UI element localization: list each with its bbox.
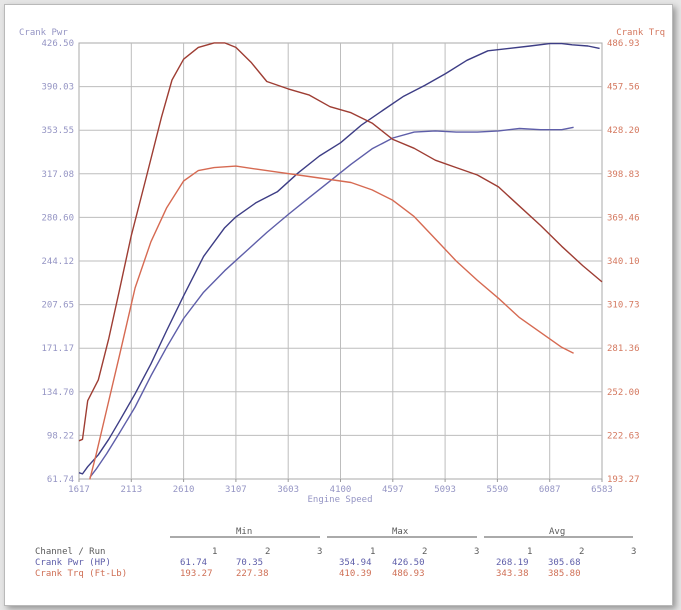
x-tick-label: 4597 (382, 485, 404, 495)
y-left-tick-label: 353.55 (41, 126, 74, 136)
stats-cell: 61.74 (180, 558, 208, 568)
y-left-tick-label: 280.60 (41, 213, 74, 223)
stats-cell: 343.38 (496, 569, 529, 579)
y-right-tick-label: 222.63 (607, 431, 640, 441)
stats-header-min: Min (236, 527, 253, 537)
stats-cell: 305.68 (548, 558, 581, 568)
x-tick-label: 6583 (591, 485, 613, 495)
y-right-tick-label: 252.00 (607, 388, 640, 398)
x-tick-label: 5590 (487, 485, 509, 495)
stats-cell: 486.93 (392, 569, 425, 579)
x-tick-label: 3603 (277, 485, 299, 495)
y-left-tick-label: 317.08 (41, 170, 74, 180)
y-right-tick-label: 398.83 (607, 170, 640, 180)
y-left-tick-label: 207.65 (41, 301, 74, 311)
pwr-run2-line (78, 42, 600, 475)
y-left-axis-title: Crank Pwr (19, 28, 68, 38)
x-tick-label: 2113 (120, 485, 142, 495)
stats-row-label-trq: Crank Trq (Ft-Lb) (35, 569, 128, 579)
stats-run-number: 1 (212, 547, 218, 557)
x-tick-label: 3107 (225, 485, 247, 495)
y-right-tick-label: 369.46 (607, 213, 640, 223)
x-tick-label: 6087 (539, 485, 561, 495)
trq-run2-line (78, 42, 603, 442)
stats-run-number: 1 (527, 547, 533, 557)
stats-run-number: 2 (265, 547, 271, 557)
stats-cell: 426.50 (392, 558, 425, 568)
stats-cell: 354.94 (339, 558, 372, 568)
x-tick-label: 1617 (68, 485, 90, 495)
stats-cell: 385.80 (548, 569, 581, 579)
stats-cell: 193.27 (180, 569, 213, 579)
stats-cell: 70.35 (236, 558, 264, 568)
stats-run-number: 3 (631, 547, 637, 557)
stats-run-number: 1 (370, 547, 376, 557)
y-right-tick-label: 340.10 (607, 257, 640, 267)
stats-run-number: 2 (579, 547, 585, 557)
y-right-axis-title: Crank Trq (616, 28, 665, 38)
x-tick-label: 5093 (434, 485, 456, 495)
stats-row-header: Channel / Run (35, 547, 106, 557)
trq-run1-line (89, 165, 574, 480)
stats-header-max: Max (392, 527, 409, 537)
stats-cell: 410.39 (339, 569, 372, 579)
stats-header-avg: Avg (549, 527, 566, 537)
y-right-tick-label: 486.93 (607, 39, 640, 49)
x-tick-label: 2610 (173, 485, 195, 495)
x-axis-title: Engine Speed (307, 495, 372, 505)
y-left-tick-label: 171.17 (41, 344, 74, 354)
stats-row-label-pwr: Crank Pwr (HP) (35, 558, 111, 568)
stats-run-number: 3 (474, 547, 480, 557)
stats-run-number: 3 (317, 547, 323, 557)
y-left-tick-label: 98.22 (47, 431, 74, 441)
stats-cell: 227.38 (236, 569, 269, 579)
x-tick-label: 4100 (330, 485, 352, 495)
y-left-tick-label: 134.70 (41, 388, 74, 398)
y-left-tick-label: 390.03 (41, 83, 74, 93)
y-left-tick-label: 61.74 (47, 475, 74, 485)
y-right-tick-label: 281.36 (607, 344, 640, 354)
y-left-tick-label: 244.12 (41, 257, 74, 267)
y-right-tick-label: 310.73 (607, 301, 640, 311)
y-right-tick-label: 428.20 (607, 126, 640, 136)
pwr-run1-line (89, 126, 574, 478)
stats-run-number: 2 (422, 547, 428, 557)
y-right-tick-label: 457.56 (607, 83, 640, 93)
y-right-tick-label: 193.27 (607, 475, 640, 485)
y-left-tick-label: 426.50 (41, 39, 74, 49)
stats-cell: 268.19 (496, 558, 529, 568)
